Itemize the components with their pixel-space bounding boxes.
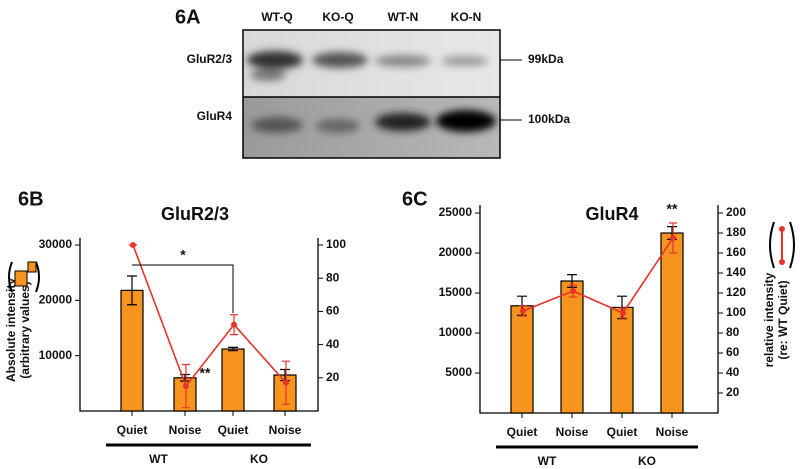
annotation: ** — [667, 201, 678, 217]
y2-tick-label: 160 — [726, 245, 746, 259]
y-tick-label: 5000 — [445, 365, 472, 379]
blot: 6A WT-Q KO-Q WT-N KO-N GluR2/3 GluR4 99k… — [175, 6, 570, 159]
y2-tick-label: 180 — [726, 225, 746, 239]
lane-label: KO-Q — [322, 10, 353, 24]
y-tick-label: 20000 — [39, 293, 73, 307]
row-label: GluR4 — [197, 109, 233, 123]
row-label: GluR2/3 — [187, 52, 233, 66]
x-tick-label: Noise — [556, 425, 589, 439]
blot-frame — [242, 29, 501, 159]
lane-label: WT-Q — [261, 10, 292, 24]
y-tick-label: 20000 — [439, 245, 473, 259]
y2-tick-label: 120 — [726, 285, 746, 299]
y2-tick-label: 100 — [726, 305, 746, 319]
y2-tick-label: 40 — [726, 365, 740, 379]
y2-tick-label: 40 — [326, 337, 340, 351]
x-tick-label: Quiet — [117, 423, 148, 437]
bar — [660, 232, 684, 414]
y-axis-label: (arbitrary values) — [18, 281, 32, 378]
size-label: 100kDa — [528, 112, 570, 126]
line-point — [520, 308, 526, 314]
group-label: KO — [638, 454, 656, 468]
y2-tick-label: 140 — [726, 265, 746, 279]
line-point — [231, 321, 237, 328]
y-axis-label: Absolute intensity — [4, 278, 18, 382]
y2-tick-label: 20 — [726, 385, 740, 399]
line-point — [130, 242, 136, 248]
error-bar — [127, 275, 137, 306]
chart: 6B GluR2/3 10000 20000 30000 20 40 60 80 100 Quiet… — [4, 188, 346, 466]
y-tick-label: 25000 — [439, 205, 473, 219]
y2-axis-label: relative intensity — [762, 272, 776, 367]
group-label: KO — [250, 452, 268, 466]
error-bar — [228, 346, 238, 352]
bands — [247, 51, 496, 133]
x-tick-label: Noise — [269, 423, 302, 437]
bar — [610, 306, 634, 414]
y2-tick-label: 80 — [726, 325, 740, 339]
y2-axis-label: (re: WT Quiet) — [776, 280, 790, 359]
line-point — [620, 310, 626, 316]
group-label: WT — [149, 452, 168, 466]
size-label: 99kDa — [528, 52, 564, 66]
chart-title: GluR2/3 — [161, 204, 229, 224]
x-tick-label: Noise — [656, 425, 689, 439]
y2-tick-label: 80 — [326, 270, 340, 284]
y-tick-label: 10000 — [439, 325, 473, 339]
bar — [560, 280, 584, 414]
panel-label: 6B — [18, 188, 44, 210]
chart: 6C GluR4 5000 10000 15000 20000 25000 20 40 60 80 1… — [402, 188, 795, 468]
line-point — [183, 383, 189, 390]
y-tick-label: 30000 — [39, 237, 73, 251]
legend-icon — [14, 270, 28, 287]
annotation: ** — [200, 365, 211, 381]
y2-tick-label: 60 — [726, 345, 740, 359]
legend-bracket — [769, 221, 795, 269]
lane-label: KO-N — [451, 10, 482, 24]
y2-tick-label: 60 — [326, 304, 340, 318]
group-label: WT — [538, 454, 557, 468]
y2-tick-label: 100 — [326, 237, 346, 251]
x-tick-label: Quiet — [507, 425, 538, 439]
y2-tick-label: 200 — [726, 205, 746, 219]
panel-label: 6C — [402, 188, 428, 210]
annotation: * — [180, 247, 186, 263]
bar — [221, 348, 245, 412]
lane-label: WT-N — [388, 10, 419, 24]
x-tick-label: Noise — [169, 423, 202, 437]
y-tick-label: 15000 — [439, 285, 473, 299]
line — [522, 237, 674, 315]
significance-bracket — [132, 264, 234, 313]
y-tick-label: 10000 — [39, 348, 73, 362]
line — [132, 244, 287, 388]
line-point — [570, 288, 576, 294]
legend-icon — [779, 226, 785, 232]
axis — [79, 238, 319, 412]
legend-icon — [27, 261, 37, 273]
x-tick-label: Quiet — [607, 425, 638, 439]
panel-label: 6A — [175, 6, 201, 28]
axis — [479, 205, 719, 414]
legend-icon — [779, 259, 785, 265]
bar — [510, 305, 534, 414]
bar — [120, 289, 144, 412]
x-tick-label: Quiet — [218, 423, 249, 437]
chart-title: GluR4 — [585, 204, 638, 224]
line-point — [670, 235, 676, 241]
y2-tick-label: 20 — [326, 370, 340, 384]
legend-bracket — [8, 261, 40, 293]
line-point — [283, 379, 289, 386]
